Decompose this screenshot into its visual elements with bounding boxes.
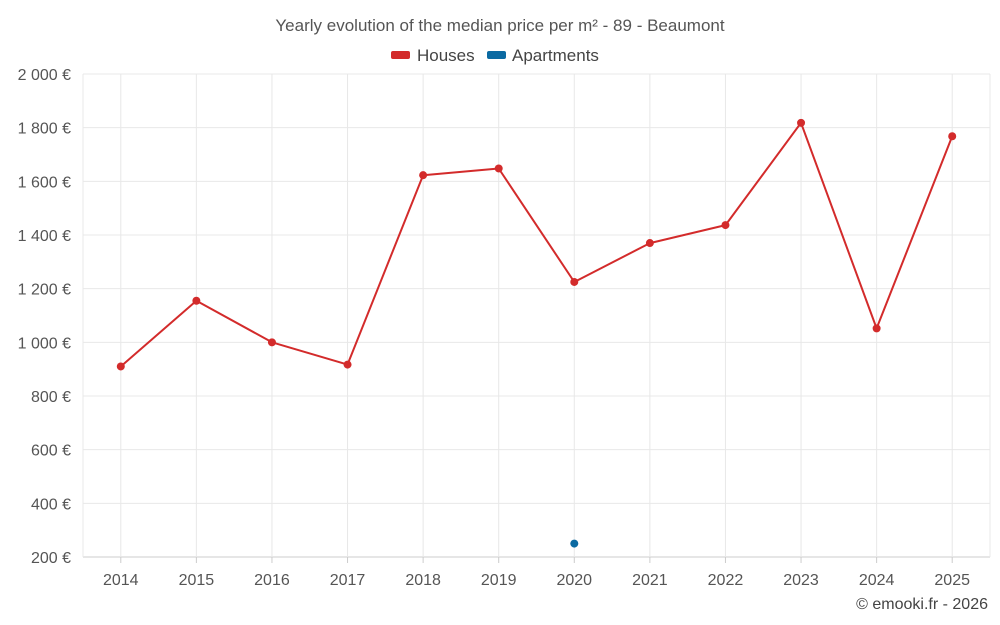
legend: Houses Apartments [391, 46, 599, 65]
y-tick-label: 1 200 € [18, 282, 71, 299]
y-tick-label: 200 € [31, 550, 71, 567]
legend-swatch-houses [391, 51, 410, 59]
x-tick-label: 2023 [783, 572, 819, 589]
chart-title: Yearly evolution of the median price per… [275, 16, 724, 35]
grid [82, 73, 991, 558]
y-tick-label: 800 € [31, 389, 71, 406]
x-tick-label: 2025 [934, 572, 970, 589]
y-tick-label: 600 € [31, 443, 71, 460]
x-tick-label: 2014 [103, 572, 139, 589]
series [116, 118, 957, 548]
legend-item-apartments[interactable]: Apartments [487, 46, 599, 65]
data-point-houses-2025[interactable] [948, 132, 957, 141]
data-point-houses-2014[interactable] [116, 362, 125, 371]
data-point-houses-2024[interactable] [872, 324, 881, 333]
x-tick-label: 2024 [859, 572, 895, 589]
data-point-apartments-2020[interactable] [570, 539, 579, 548]
y-tick-label: 400 € [31, 496, 71, 513]
y-tick-label: 1 800 € [18, 121, 71, 138]
series-line-houses [120, 121, 954, 368]
y-axis-ticks: 200 € 400 € 600 € 800 € 1 000 € 1 200 € 1 400 … [18, 67, 71, 567]
x-tick-label: 2016 [254, 572, 290, 589]
data-point-houses-2020[interactable] [570, 277, 579, 286]
legend-item-houses[interactable]: Houses [391, 46, 475, 65]
data-point-houses-2017[interactable] [343, 360, 352, 369]
data-point-houses-2019[interactable] [494, 164, 503, 173]
data-point-houses-2016[interactable] [267, 338, 276, 347]
credit-text: © emooki.fr - 2026 [856, 596, 988, 613]
data-point-houses-2023[interactable] [797, 118, 806, 127]
data-point-houses-2018[interactable] [419, 171, 428, 180]
data-point-houses-2021[interactable] [645, 239, 654, 248]
x-tick-label: 2019 [481, 572, 517, 589]
x-tick-label: 2021 [632, 572, 668, 589]
x-tick-label: 2018 [405, 572, 441, 589]
data-point-houses-2022[interactable] [721, 221, 730, 230]
x-axis-ticks: 2014 2015 2016 2017 2018 2019 2020 2021 2022 2023… [103, 557, 970, 589]
y-tick-label: 1 400 € [18, 228, 71, 245]
y-tick-label: 2 000 € [18, 67, 71, 84]
legend-label-houses: Houses [417, 46, 475, 65]
x-tick-label: 2017 [330, 572, 366, 589]
y-tick-label: 1 000 € [18, 335, 71, 352]
series-houses [116, 118, 957, 371]
legend-swatch-apartments [487, 51, 506, 59]
x-tick-label: 2022 [708, 572, 744, 589]
legend-label-apartments: Apartments [512, 46, 599, 65]
x-tick-label: 2020 [556, 572, 592, 589]
y-tick-label: 1 600 € [18, 174, 71, 191]
series-apartments [570, 539, 579, 548]
x-tick-label: 2015 [179, 572, 215, 589]
data-point-houses-2015[interactable] [192, 296, 201, 305]
